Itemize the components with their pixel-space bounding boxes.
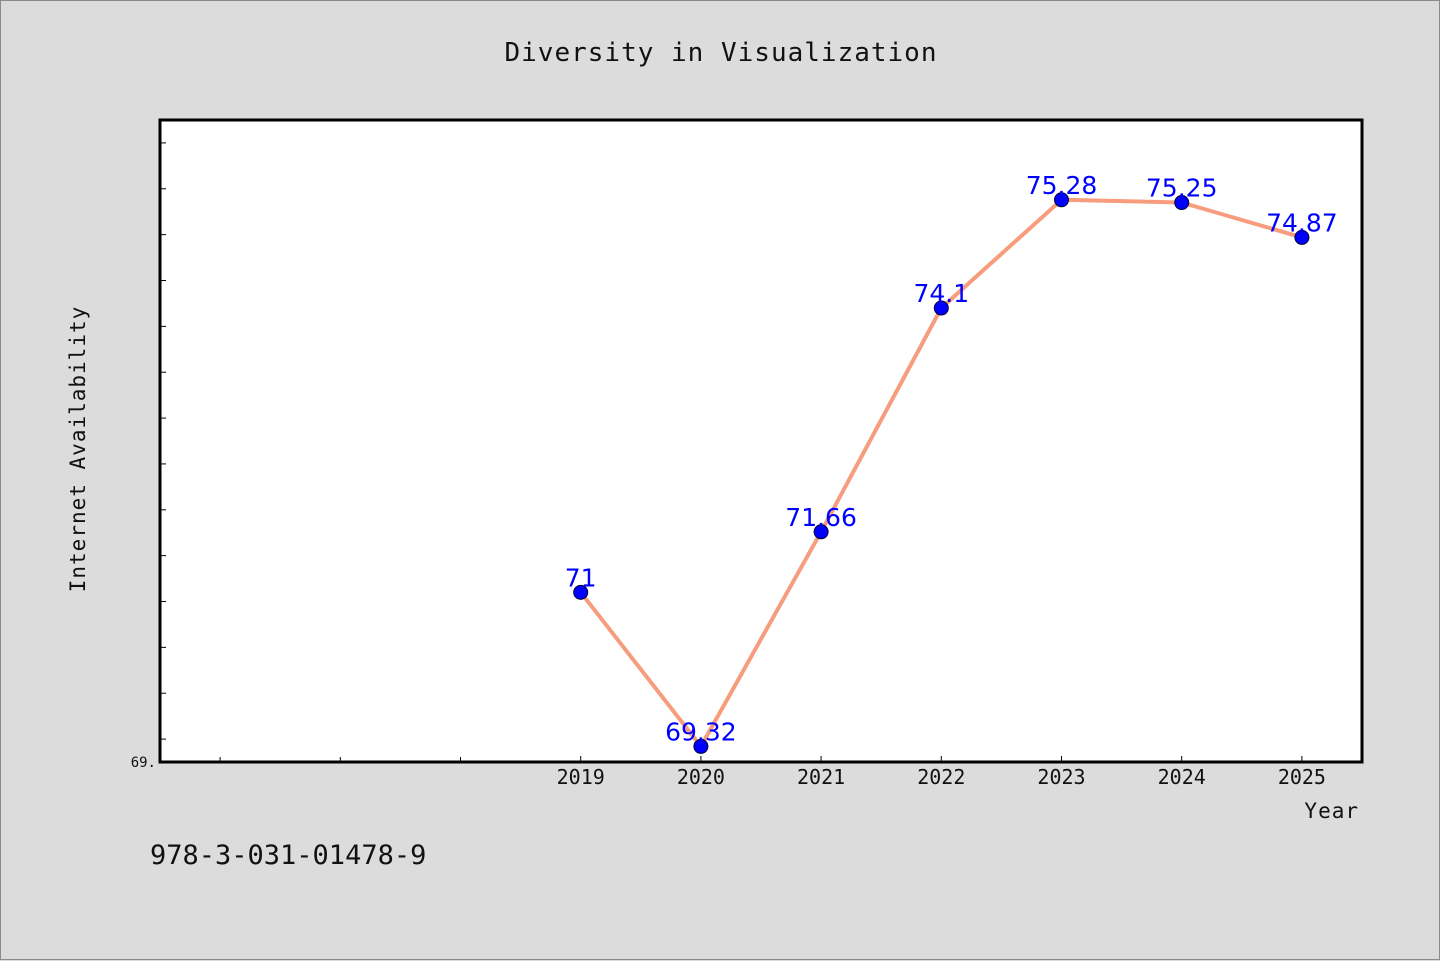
data-label: 69.32 xyxy=(665,717,737,746)
y-axis-label: Internet Availability xyxy=(66,306,90,593)
data-label: 75.25 xyxy=(1146,174,1218,203)
data-point xyxy=(1174,195,1190,211)
data-label: 74.87 xyxy=(1266,208,1338,237)
data-label: 71.66 xyxy=(785,503,857,532)
chart-title: Diversity in Visualization xyxy=(505,38,938,68)
x-tick-label: 2019 xyxy=(557,765,605,789)
x-tick-label: 2024 xyxy=(1158,765,1206,789)
y-axis-ticks xyxy=(160,142,166,740)
series-layer: 71 69.32 71.66 74.1 75.28 75.25 74.87 xyxy=(565,171,1338,754)
isbn-text: 978-3-031-01478-9 xyxy=(150,840,426,871)
x-tick-label: 2025 xyxy=(1278,765,1326,789)
y-axis-min-label: 69. xyxy=(131,755,156,771)
plot-area xyxy=(158,118,1364,764)
x-tick-label: 2021 xyxy=(797,765,845,789)
data-label: 71 xyxy=(565,563,597,592)
x-axis-label: Year xyxy=(1304,799,1359,823)
x-tick-label: 2022 xyxy=(917,765,965,789)
data-point xyxy=(573,584,589,600)
data-point xyxy=(933,300,949,316)
data-label: 75.28 xyxy=(1026,171,1098,200)
data-point xyxy=(1054,192,1069,208)
data-label: 74.1 xyxy=(913,279,969,308)
data-point xyxy=(813,524,829,540)
x-tick-label: 2020 xyxy=(677,765,725,789)
data-point xyxy=(1294,229,1310,245)
data-point xyxy=(693,738,709,754)
x-tick-label: 2023 xyxy=(1037,765,1085,789)
x-axis-ticks: 2019 2020 2021 2022 2023 2024 2025 xyxy=(219,756,1326,789)
